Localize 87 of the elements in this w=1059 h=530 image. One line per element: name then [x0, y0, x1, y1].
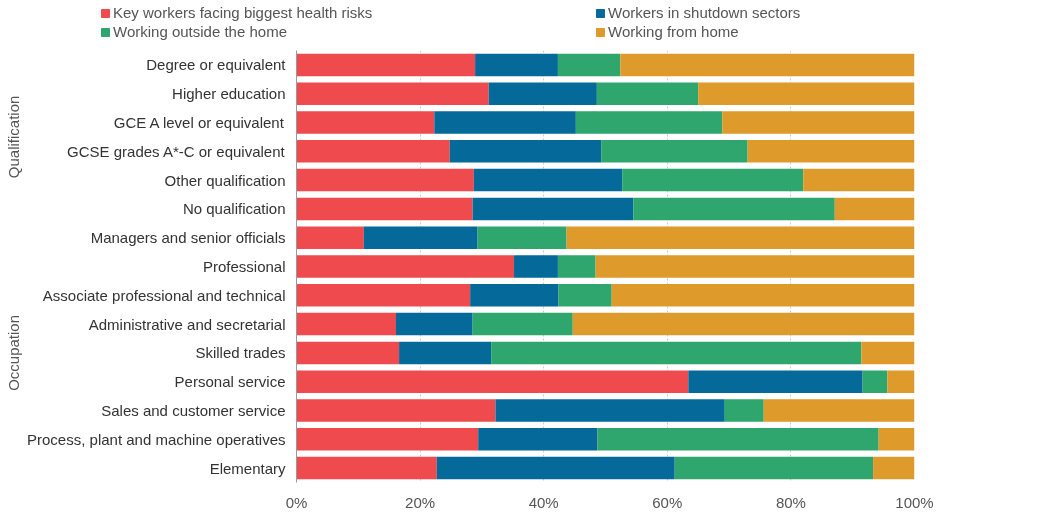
bar — [296, 140, 450, 163]
bar — [557, 53, 621, 77]
bar — [633, 197, 835, 221]
bar — [596, 82, 699, 105]
bar — [296, 428, 479, 451]
bar — [296, 197, 473, 221]
bar — [478, 428, 598, 451]
bar — [747, 140, 915, 163]
x-tick-label: 40% — [528, 493, 559, 511]
bar — [572, 312, 915, 336]
bar — [296, 82, 489, 105]
bar — [296, 341, 400, 365]
bar — [722, 111, 915, 134]
bar — [296, 284, 471, 307]
y-tick-label: Managers and senior officials — [90, 229, 286, 247]
bar — [477, 226, 567, 249]
bar — [296, 370, 689, 393]
legend-label: Working outside the home — [113, 23, 288, 40]
bar — [296, 53, 476, 77]
y-tick-label: Higher education — [172, 85, 286, 103]
bar — [622, 168, 804, 192]
bar — [449, 140, 602, 163]
bar — [595, 255, 915, 278]
bar — [803, 168, 915, 192]
y-tick-label: Professional — [202, 258, 286, 275]
y-tick-label: Elementary — [209, 459, 286, 477]
bar — [620, 53, 915, 77]
y-tick-label: GCE A level or equivalent — [113, 114, 285, 131]
y-tick-label: Skilled trades — [195, 344, 286, 362]
bar — [475, 53, 558, 77]
bar — [763, 399, 915, 422]
bar — [488, 82, 597, 105]
text: Occupation — [4, 314, 22, 391]
x-tick-label: 0% — [285, 493, 308, 511]
bar — [514, 255, 558, 278]
bar — [473, 168, 623, 192]
y-tick-label: Other qualification — [164, 171, 286, 189]
bar — [862, 370, 888, 393]
bar — [436, 456, 675, 480]
bar — [399, 341, 492, 365]
bar — [611, 284, 915, 307]
bar — [674, 456, 874, 480]
bar — [724, 399, 764, 422]
bar — [491, 341, 862, 365]
bar — [887, 370, 915, 393]
x-tick-label: 100% — [895, 493, 934, 511]
bar — [470, 284, 559, 307]
bar — [558, 284, 612, 307]
x-tick-label: 60% — [652, 493, 683, 511]
legend-label: Key workers facing biggest health risks — [113, 4, 374, 21]
bar — [873, 456, 915, 480]
bar — [472, 197, 634, 221]
bar — [597, 428, 879, 451]
y-tick-label: Administrative and secretarial — [88, 315, 286, 333]
x-tick-label: 20% — [405, 493, 436, 511]
bar — [434, 111, 576, 134]
bar — [296, 399, 496, 422]
y-tick-label: Process, plant and machine operatives — [27, 430, 286, 448]
y-tick-label: Degree or equivalent — [146, 56, 287, 74]
y-tick-label: No qualification — [182, 200, 286, 218]
bar — [296, 255, 515, 278]
bar — [566, 226, 915, 249]
bar — [296, 226, 364, 249]
x-tick-label: 80% — [775, 493, 806, 511]
bar — [601, 140, 748, 163]
bar — [557, 255, 596, 278]
bar — [363, 226, 478, 249]
bar — [495, 399, 725, 422]
y-tick-label: Associate professional and technical — [42, 286, 286, 304]
y-tick-label: GCSE grades A*-C or equivalent — [67, 142, 286, 160]
bar — [396, 312, 473, 336]
bar — [575, 111, 723, 134]
bar — [688, 370, 863, 393]
bar — [296, 111, 435, 134]
bar — [861, 341, 915, 365]
bar — [296, 456, 437, 480]
text: Qualification — [4, 95, 22, 179]
bar — [878, 428, 915, 451]
bar — [296, 168, 474, 192]
legend-label: Workers in shutdown sectors — [608, 4, 802, 21]
bar — [698, 82, 915, 105]
y-tick-label: Sales and customer service — [101, 402, 286, 419]
bar — [296, 312, 396, 336]
bar — [834, 197, 915, 221]
legend-label: Working from home — [608, 23, 740, 40]
y-tick-label: Personal service — [174, 373, 286, 391]
bar — [472, 312, 573, 336]
